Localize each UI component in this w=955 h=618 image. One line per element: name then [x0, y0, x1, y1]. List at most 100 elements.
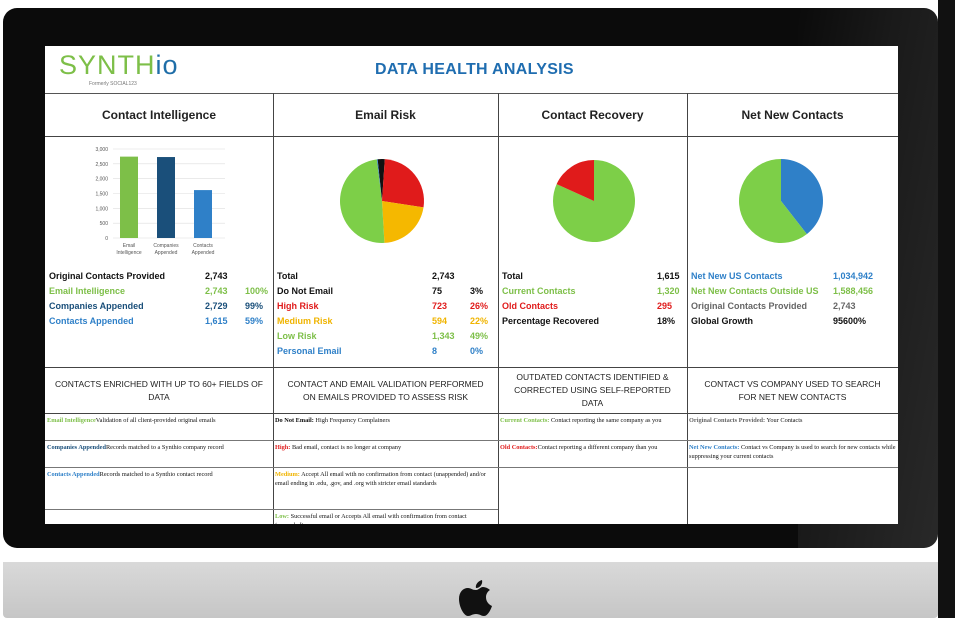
stat-label: Net New US Contacts	[691, 271, 783, 281]
net-new-contacts-column: Net New Contacts Net New US Contacts 1,03…	[687, 93, 898, 524]
definition-term: Current Contacts:	[500, 417, 550, 424]
definition-row: Medium: Accept All email with no confirm…	[273, 468, 498, 510]
pie-chart	[273, 137, 498, 264]
stat-label: Contacts Appended	[49, 316, 134, 326]
stat-value: 1,588,456	[833, 286, 874, 296]
stat-row: High Risk 723 26%	[277, 301, 494, 315]
definition-text: Records matched to a Synthio contact rec…	[99, 471, 213, 478]
column-description: OUTDATED CONTACTS IDENTIFIED & CORRECTED…	[498, 368, 687, 414]
definition-text: Accept All email with no confirmation fr…	[275, 471, 486, 488]
bar	[120, 156, 138, 238]
stat-row: Contacts Appended 1,615 59%	[49, 316, 269, 330]
stat-label: Current Contacts	[502, 286, 576, 296]
stat-label: Total	[277, 271, 298, 281]
email-risk-column: Email Risk Total 2,743 Do Not Email 75 3% Hig…	[273, 93, 499, 524]
bar	[157, 157, 175, 238]
pie-slice	[377, 159, 385, 201]
stat-percent: 49%	[470, 331, 489, 341]
stat-value: 1,615	[657, 271, 680, 281]
pie-slice	[382, 201, 424, 243]
stat-row: Total 2,743	[277, 271, 494, 285]
y-tick-label: 3,000	[95, 147, 108, 153]
stat-row: Percentage Recovered 18%	[502, 316, 683, 330]
definition-text: Validation of all client-provided origin…	[95, 417, 216, 424]
definition-row: Companies AppendedRecords matched to a S…	[45, 441, 273, 468]
stats-table: Total 2,743 Do Not Email 75 3% High Risk 723 26…	[273, 264, 498, 368]
column-description: CONTACT VS COMPANY USED TO SEARCH FOR NE…	[687, 368, 898, 414]
y-tick-label: 1,500	[95, 192, 108, 198]
stat-value: 75	[432, 286, 443, 296]
definition-text: Contact vs Company is used to search for…	[689, 444, 896, 461]
y-tick-label: 2,000	[95, 177, 108, 183]
stat-value: 2,729	[205, 301, 228, 311]
pie-slice	[376, 159, 382, 201]
pie-chart	[687, 137, 898, 264]
definition-row: Contacts AppendedRecords matched to a Sy…	[45, 468, 273, 510]
stat-value: 2,743	[432, 271, 455, 281]
definition-text: Contact reporting a different company th…	[537, 444, 658, 451]
definition-text: Bad email, contact is no longer at compa…	[290, 444, 402, 451]
y-tick-label: 0	[105, 236, 108, 242]
stat-value: 18%	[657, 316, 676, 326]
stat-label: Companies Appended	[49, 301, 144, 311]
definition-row: Original Contacts Provided: Your Contact…	[687, 414, 898, 441]
stat-row: Old Contacts 295	[502, 301, 683, 315]
stat-label: High Risk	[277, 301, 319, 311]
stat-value: 295	[657, 301, 673, 311]
definition-text: Successful email or Accepts All email wi…	[275, 513, 467, 524]
stat-value: 2,743	[833, 301, 856, 311]
stats-table: Total 1,615 Current Contacts 1,320 Old Conta…	[498, 264, 687, 368]
stat-label: Email Intelligence	[49, 286, 126, 296]
x-tick-label: Email	[123, 243, 136, 249]
x-tick-label: Appended	[192, 250, 215, 256]
y-tick-label: 2,500	[95, 162, 108, 168]
stat-value: 2,743	[205, 286, 228, 296]
definition-text: Your Contacts	[765, 417, 803, 424]
definition-text: Records matched to a Synthio company rec…	[105, 444, 224, 451]
definition-row: Current Contacts: Contact reporting the …	[498, 414, 687, 441]
stat-label: Old Contacts	[502, 301, 559, 311]
stat-percent: 22%	[470, 316, 489, 326]
stat-row: Companies Appended 2,729 99%	[49, 301, 269, 315]
stat-label: Low Risk	[277, 331, 317, 341]
stat-label: Medium Risk	[277, 316, 333, 326]
stat-label: Total	[502, 271, 523, 281]
definition-term: Companies Appended	[47, 444, 106, 451]
stat-row: Original Contacts Provided 2,743	[691, 301, 894, 315]
x-tick-label: Companies	[153, 243, 179, 249]
page-title: DATA HEALTH ANALYSIS	[375, 61, 574, 78]
pie-chart	[498, 137, 687, 264]
definition-row: Do Not Email: High Frequency Complainers	[273, 414, 498, 441]
column-heading: Contact Recovery	[498, 93, 687, 137]
definition-row: Old Contacts:Contact reporting a differe…	[498, 441, 687, 468]
definition-text: High Frequency Complainers	[313, 417, 390, 424]
pie-slice	[781, 159, 823, 235]
definition-row: High: Bad email, contact is no longer at…	[273, 441, 498, 468]
dashboard-screen: SYNTHio Formerly SOCIAL123 DATA HEALTH A…	[45, 46, 898, 524]
y-tick-label: 500	[100, 221, 109, 227]
stat-row: Net New Contacts Outside US 1,588,456	[691, 286, 894, 300]
stat-percent: 99%	[245, 301, 264, 311]
definition-row: Low: Successful email or Accepts All ema…	[273, 510, 498, 524]
stat-row: Original Contacts Provided 2,743	[49, 271, 269, 285]
pie-slice	[556, 160, 594, 201]
contact-recovery-column: Contact Recovery Total 1,615 Current Conta…	[498, 93, 688, 524]
definition-term: Original Contacts Provided:	[689, 417, 766, 424]
stats-table: Net New US Contacts 1,034,942 Net New Cont…	[687, 264, 898, 368]
definition-term: Low:	[275, 513, 289, 520]
stat-label: Personal Email	[277, 346, 342, 356]
stat-label: Global Growth	[691, 316, 753, 326]
column-heading: Email Risk	[273, 93, 498, 137]
definition-term: Net New Contacts:	[689, 444, 740, 451]
bar-chart: 3,000 2,500 2,000 1,500 1,000 500 0 Email Intell…	[45, 137, 273, 264]
dashboard-header: SYNTHio Formerly SOCIAL123 DATA HEALTH A…	[45, 46, 898, 94]
definition-term: Medium:	[275, 471, 300, 478]
stat-label: Original Contacts Provided	[49, 271, 166, 281]
monitor-edge	[938, 0, 955, 618]
synthio-logo: SYNTHio Formerly SOCIAL123	[59, 50, 179, 87]
bar	[194, 190, 212, 238]
pie-slice	[382, 159, 424, 208]
stat-percent: 0%	[470, 346, 484, 356]
definition-text: Contact reporting the same company as yo…	[549, 417, 662, 424]
stat-row: Medium Risk 594 22%	[277, 316, 494, 330]
